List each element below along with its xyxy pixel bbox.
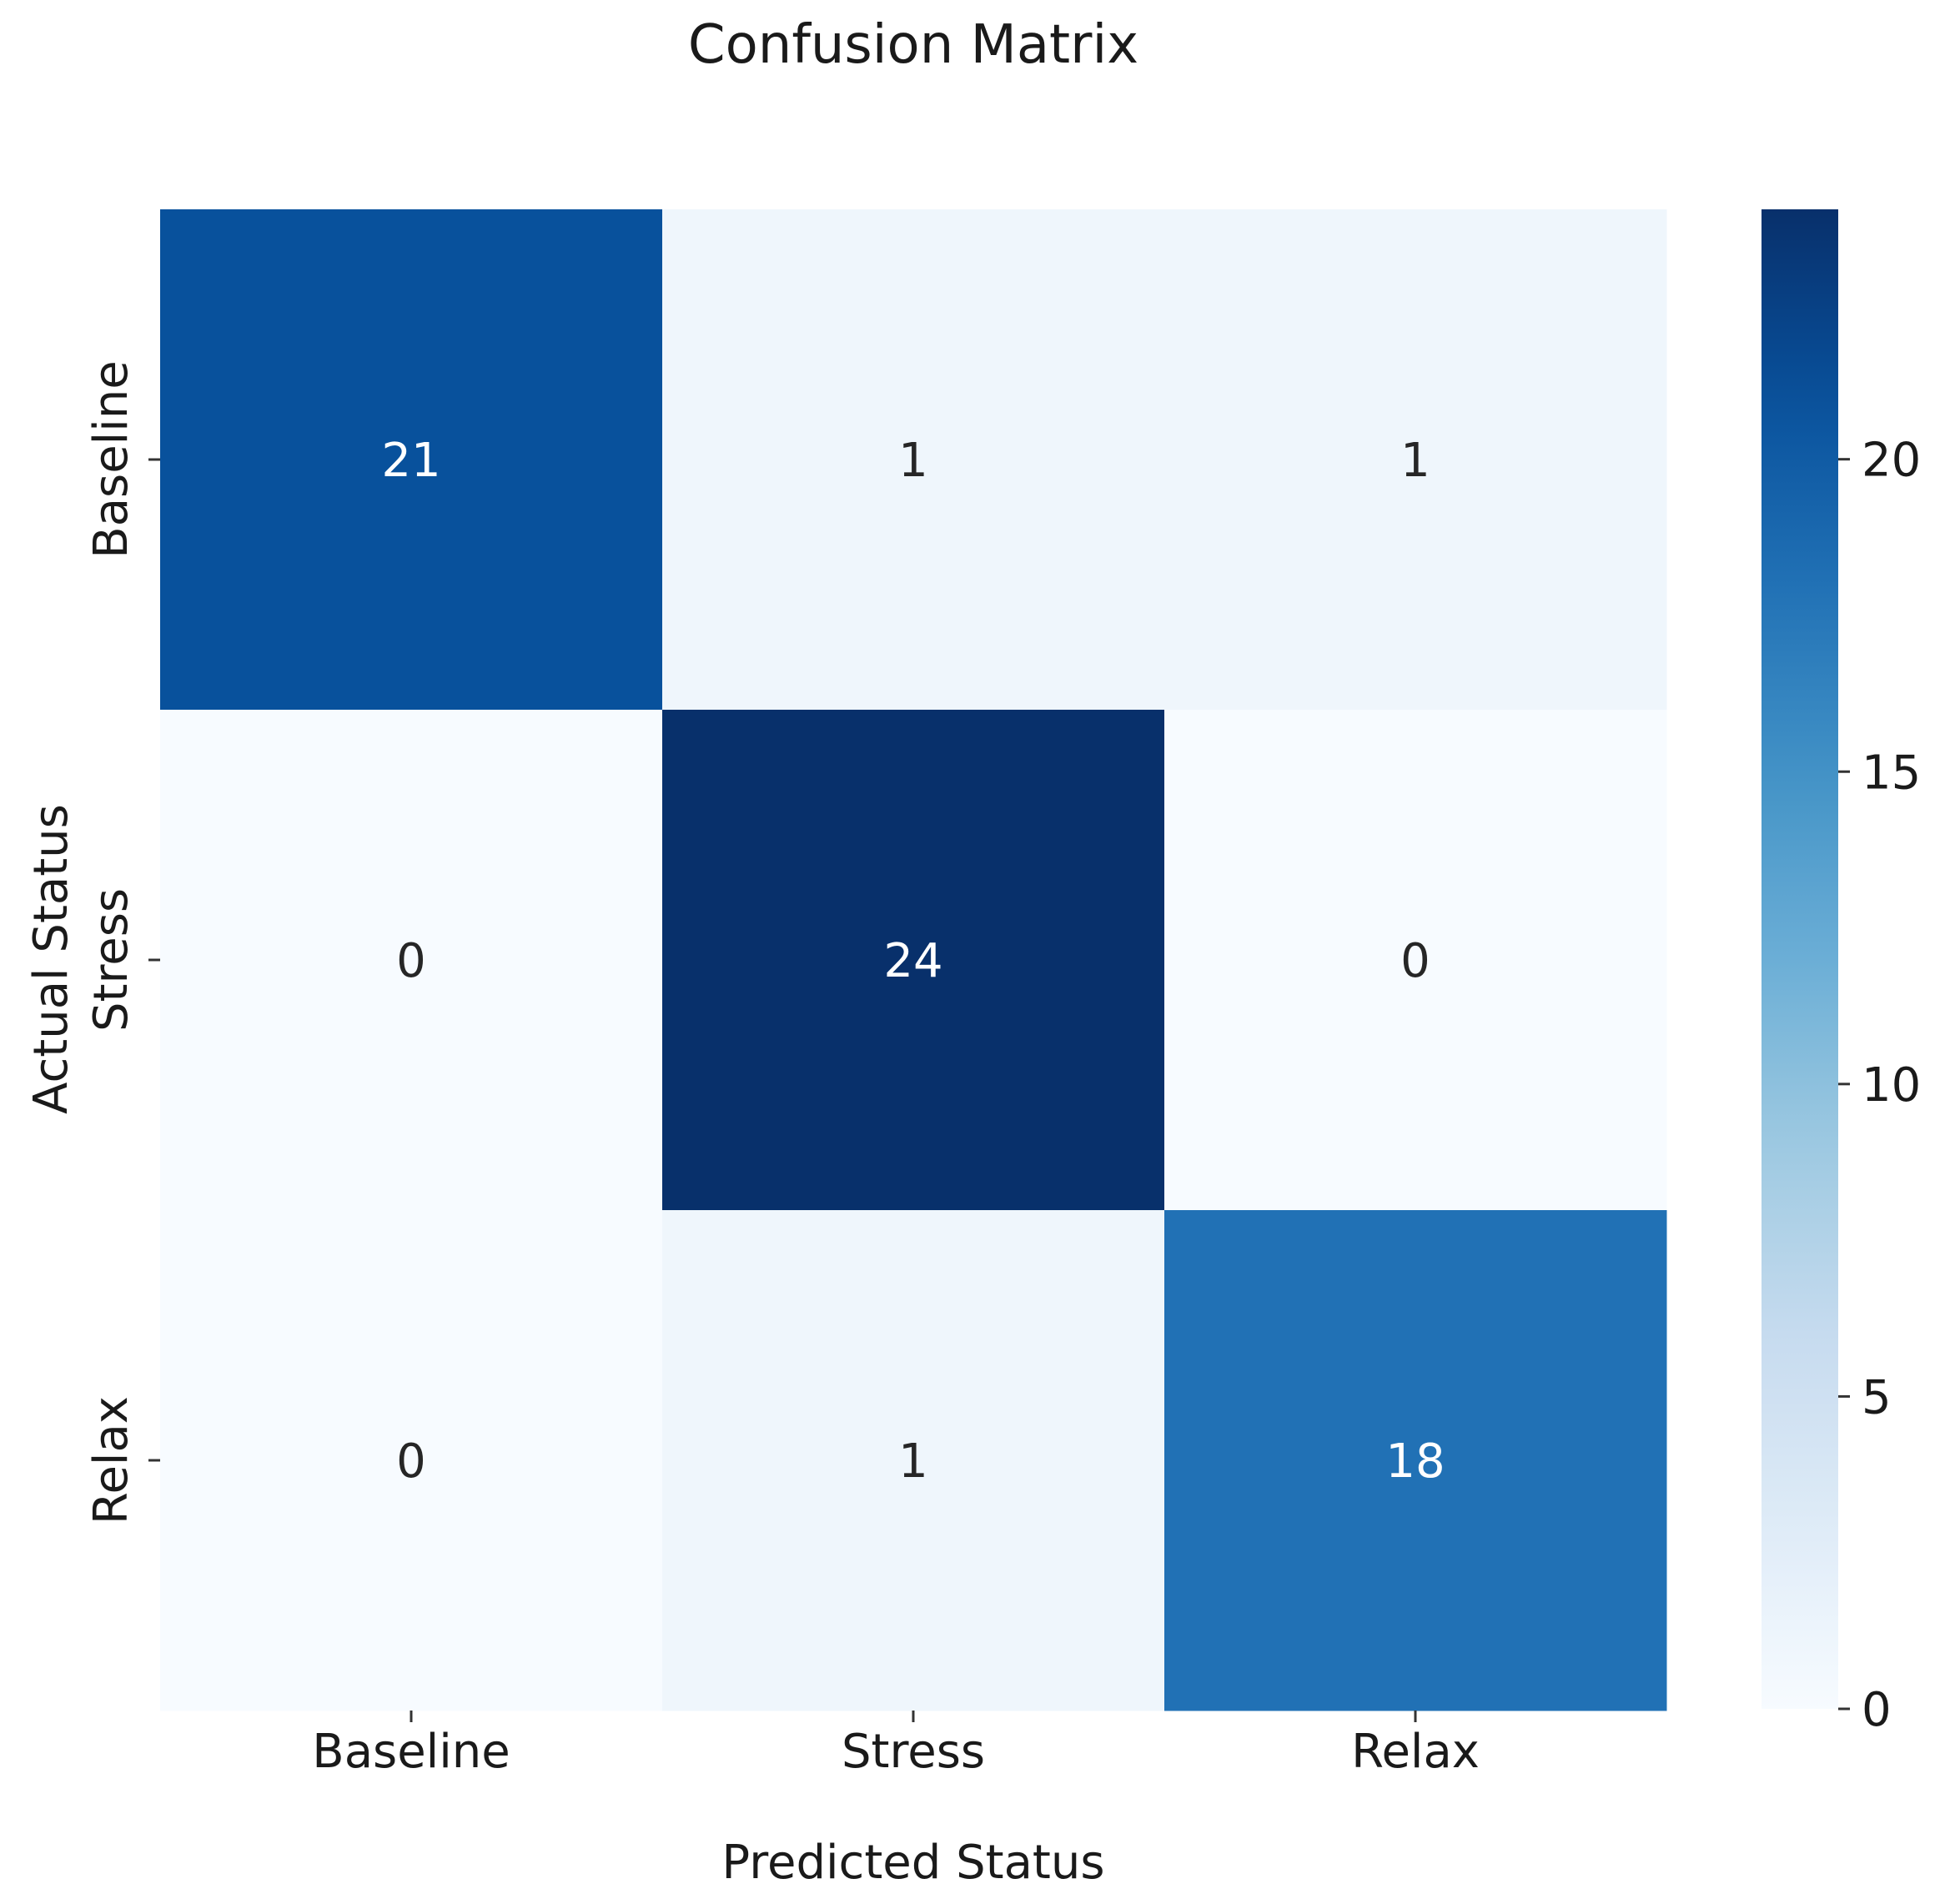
cell-value-label: 21	[381, 434, 440, 488]
x-tick-label: Relax	[1351, 1725, 1480, 1779]
x-axis: Baseline Stress Relax	[312, 1711, 1480, 1779]
colorbar-tick-label: 20	[1862, 434, 1921, 488]
colorbar-tick-label: 15	[1862, 746, 1921, 800]
cell-value-label: 0	[396, 1434, 426, 1489]
cell-value-label: 1	[1400, 434, 1430, 488]
heatmap-cell	[662, 1210, 1165, 1711]
y-tick-label: Relax	[84, 1396, 138, 1525]
heatmap-cell	[160, 710, 663, 1211]
colorbar	[1762, 209, 1838, 1709]
heatmap-cell	[1164, 209, 1667, 711]
cell-value-label: 18	[1385, 1434, 1445, 1489]
colorbar-tick-label: 0	[1862, 1683, 1892, 1737]
heatmap-cell	[662, 209, 1165, 711]
cell-value-label: 0	[1400, 934, 1430, 988]
cell-value-label: 24	[883, 934, 942, 988]
cell-value-label: 0	[396, 934, 426, 988]
colorbar-ticks: 0 5 10 15 20	[1838, 434, 1921, 1737]
heatmap-cell	[1164, 710, 1667, 1211]
heatmap-cell	[662, 710, 1165, 1211]
x-tick-label: Stress	[842, 1725, 985, 1779]
y-tick-label: Baseline	[84, 360, 138, 558]
chart-title: Confusion Matrix	[688, 14, 1138, 76]
heatmap-cell	[160, 209, 663, 711]
cell-value-label: 1	[898, 434, 928, 488]
y-tick-label: Stress	[84, 888, 138, 1032]
x-tick-label: Baseline	[312, 1725, 510, 1779]
y-axis: Baseline Stress Relax	[84, 360, 160, 1525]
heatmap-cells	[160, 209, 1667, 1711]
heatmap-cell-labels: 21 1 1 0 24 0 0 1 18	[381, 434, 1445, 1489]
x-axis-label: Predicted Status	[721, 1836, 1104, 1890]
colorbar-tick-label: 5	[1862, 1370, 1892, 1424]
heatmap-cell	[160, 1210, 663, 1711]
y-axis-label: Actual Status	[24, 804, 78, 1114]
cell-value-label: 1	[898, 1434, 928, 1489]
heatmap-cell	[1164, 1210, 1667, 1711]
colorbar-tick-label: 10	[1862, 1058, 1921, 1113]
